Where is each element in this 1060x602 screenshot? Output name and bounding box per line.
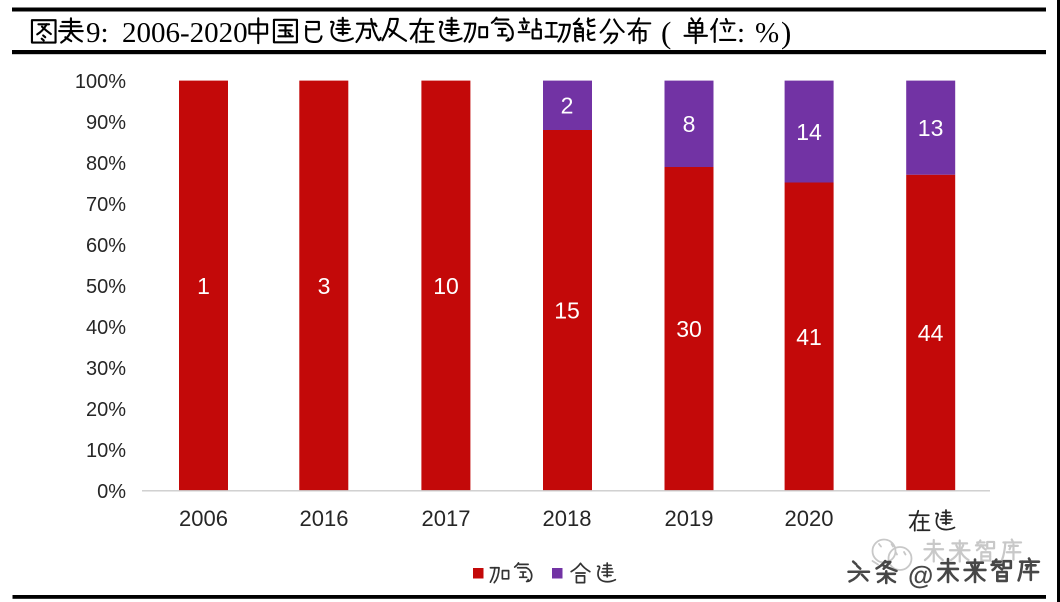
svg-text:50%: 50% bbox=[86, 276, 126, 298]
svg-text:60%: 60% bbox=[86, 235, 126, 257]
svg-text:0%: 0% bbox=[97, 481, 126, 503]
svg-text:1: 1 bbox=[197, 273, 210, 299]
svg-text:2019: 2019 bbox=[665, 506, 714, 531]
svg-text:40%: 40% bbox=[86, 317, 126, 339]
svg-text:14: 14 bbox=[796, 119, 822, 145]
svg-text:9:: 9: bbox=[86, 17, 109, 49]
svg-text:): ) bbox=[781, 15, 791, 50]
svg-text:10%: 10% bbox=[86, 440, 126, 462]
svg-text:2018: 2018 bbox=[543, 506, 592, 531]
svg-text:70%: 70% bbox=[86, 194, 126, 216]
svg-text:2: 2 bbox=[561, 93, 574, 119]
svg-text:2017: 2017 bbox=[422, 506, 471, 531]
svg-text::: : bbox=[737, 17, 745, 49]
svg-text:2020: 2020 bbox=[785, 506, 834, 531]
svg-text:10: 10 bbox=[433, 273, 459, 299]
svg-text:2016: 2016 bbox=[300, 506, 349, 531]
svg-text:8: 8 bbox=[683, 111, 696, 137]
svg-text:13: 13 bbox=[918, 115, 944, 141]
svg-text:%: % bbox=[755, 17, 779, 49]
svg-text:41: 41 bbox=[796, 324, 822, 350]
svg-text:100%: 100% bbox=[75, 71, 126, 93]
svg-text:90%: 90% bbox=[86, 112, 126, 134]
svg-text:2006-2020: 2006-2020 bbox=[122, 17, 248, 49]
svg-text:15: 15 bbox=[554, 298, 580, 324]
svg-text:44: 44 bbox=[918, 320, 944, 346]
svg-text:30%: 30% bbox=[86, 358, 126, 380]
svg-text:3: 3 bbox=[318, 273, 331, 299]
svg-text:80%: 80% bbox=[86, 153, 126, 175]
svg-text:@: @ bbox=[908, 560, 933, 590]
svg-text:2006: 2006 bbox=[179, 506, 228, 531]
svg-text:(: ( bbox=[661, 15, 671, 50]
svg-text:30: 30 bbox=[676, 316, 702, 342]
svg-text:20%: 20% bbox=[86, 399, 126, 421]
